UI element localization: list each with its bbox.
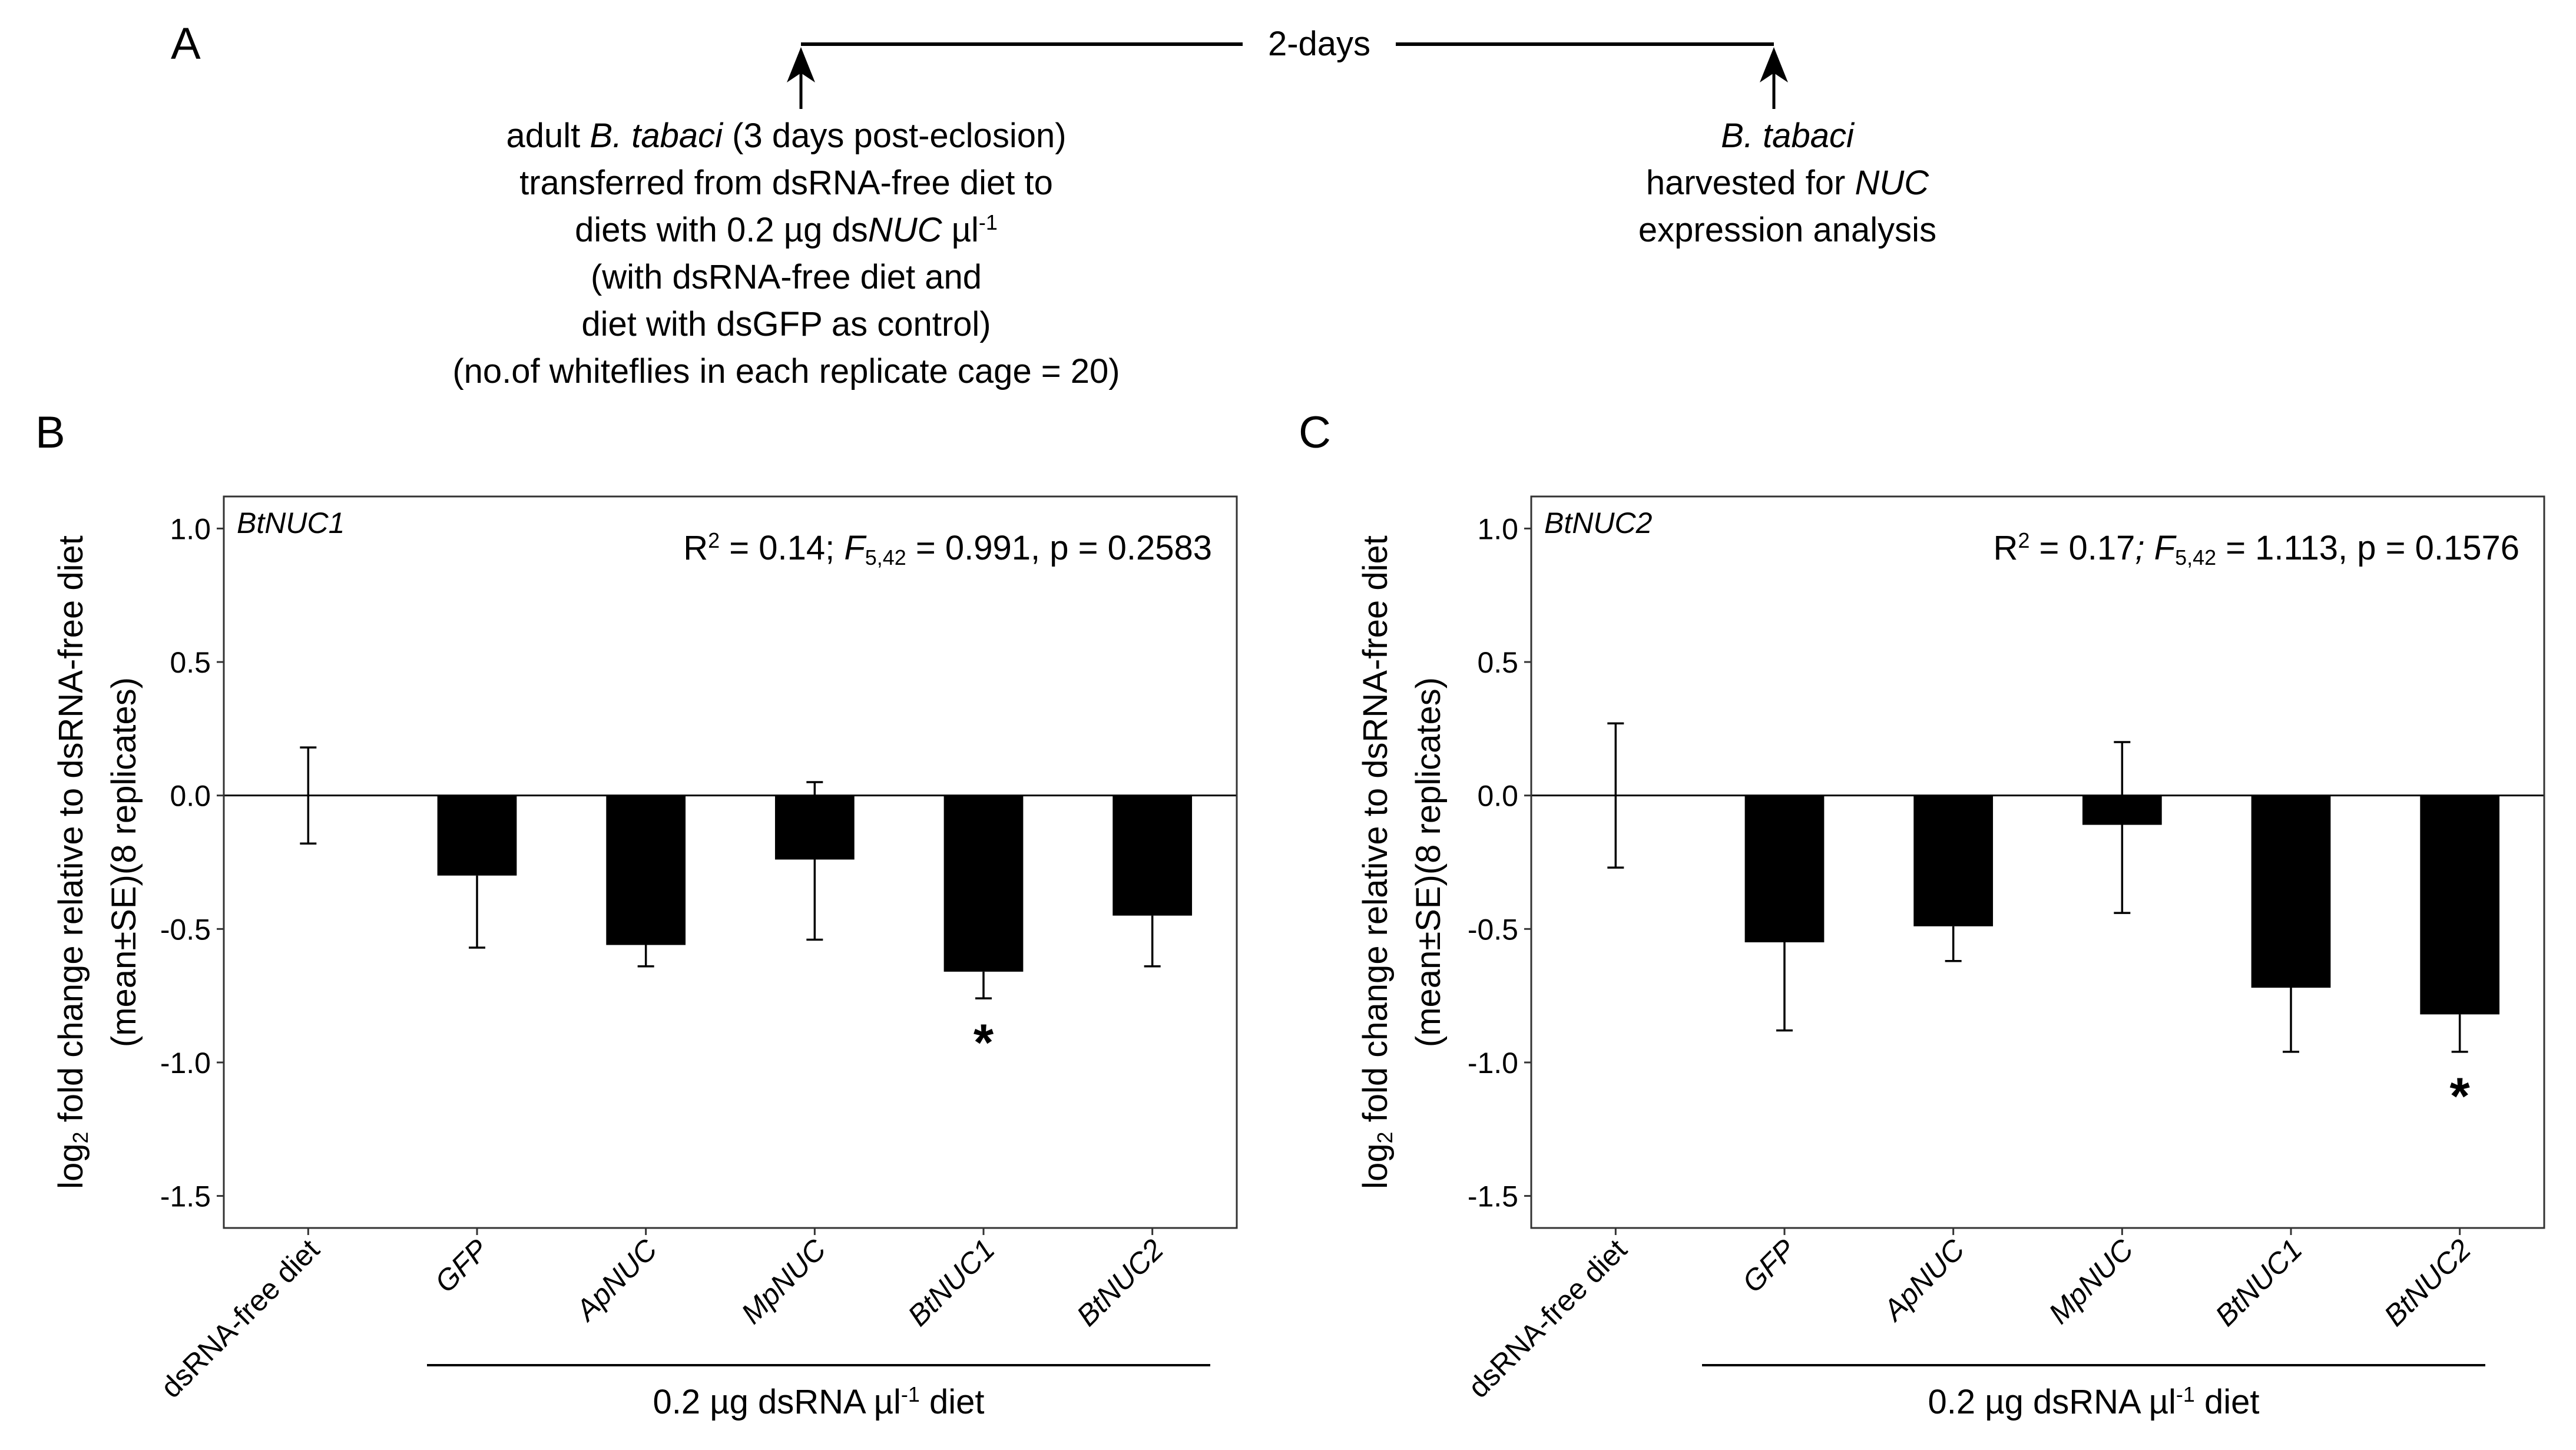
start-text-line: (no.of whiteflies in each replicate cage… (452, 352, 1120, 390)
error-bar-BtNUC1 (975, 971, 992, 999)
plot-frame (223, 495, 1238, 1229)
panel-letter-b: B (35, 408, 65, 458)
bar-BtNUC2 (1112, 795, 1193, 916)
error-bar-GFP (1776, 942, 1793, 1032)
x-category-label: MpNUC (2042, 1233, 2140, 1330)
bar-GFP (1744, 795, 1825, 942)
y-axis-label-line2: (mean±SE)(8 replicates) (1409, 677, 1448, 1047)
y-tick-label: 0.5 (1477, 646, 1518, 679)
stats-annotation: R2 = 0.14; F5,42 = 0.991, p = 0.2583 (683, 528, 1212, 570)
chart-panel-c: C * 1.0 0.5 0.0 -0.5 -1.0 -1.5 dsRNA-free diet GF… (1299, 408, 2545, 1421)
error-bar-GFP (469, 875, 485, 949)
start-text-line: diet with dsGFP as control) (581, 305, 991, 343)
x-category-label: ApNUC (568, 1233, 664, 1328)
y-axis-label: log2 fold change relative to dsRNA-free … (52, 535, 92, 1189)
end-text-line: harvested for NUC (1646, 164, 1929, 202)
start-text-line: diets with 0.2 µg dsNUC µl-1 (575, 210, 998, 249)
panel-letter-c: C (1299, 408, 1331, 458)
gene-tag: BtNUC2 (1544, 506, 1653, 539)
error-bar-BtNUC2 (2451, 1014, 2468, 1053)
group-label: 0.2 µg dsRNA µl-1 diet (1928, 1382, 2259, 1421)
x-category-label: dsRNA-free diet (1462, 1233, 1633, 1404)
end-text-line: expression analysis (1638, 211, 1936, 249)
y-tick-label: -1.5 (160, 1180, 211, 1213)
y-tick-label: 0.5 (170, 646, 211, 679)
end-text-line: B. tabaci (1721, 117, 1855, 155)
start-text-line: (with dsRNA-free diet and (591, 258, 982, 296)
x-category-label: GFP (1736, 1233, 1802, 1299)
y-tick-label: 0.0 (170, 780, 211, 813)
stats-annotation: R2 = 0.17; F5,42 = 1.113, p = 0.1576 (1994, 528, 2519, 570)
error-bar-ApNUC (1945, 926, 1962, 962)
x-category-label: BtNUC1 (2209, 1233, 2309, 1332)
plot-frame (1530, 495, 2545, 1229)
y-tick-label: -1.5 (1468, 1180, 1518, 1213)
y-tick-label: -1.0 (160, 1047, 211, 1080)
chart-panel-b: B * 1.0 0.5 0.0 -0.5 -1.0 -1.5 dsRNA-free diet GF… (35, 408, 1238, 1421)
y-tick-label: -1.0 (1468, 1047, 1518, 1080)
error-bar-dsRNA-free diet (300, 746, 317, 845)
end-description: B. tabaci harvested for NUC expression ana… (1638, 117, 1936, 249)
x-category-label: BtNUC2 (2378, 1233, 2477, 1332)
bar-BtNUC2 (2420, 795, 2500, 1015)
y-tick-label: 0.0 (1477, 780, 1518, 813)
error-bar-ApNUC (637, 945, 654, 968)
y-tick-label: -0.5 (160, 913, 211, 946)
x-category-label: MpNUC (735, 1233, 833, 1330)
bar-ApNUC (1913, 795, 1994, 926)
error-bar-MpNUC (806, 781, 823, 941)
y-axis-label-line2: (mean±SE)(8 replicates) (105, 677, 143, 1047)
error-bar-dsRNA-free diet (1607, 722, 1624, 869)
y-tick-label: 1.0 (1477, 512, 1518, 545)
panel-letter-a: A (171, 19, 201, 69)
x-category-label: dsRNA-free diet (154, 1233, 326, 1404)
error-bar-BtNUC1 (2283, 988, 2299, 1053)
bar-ApNUC (606, 795, 686, 945)
panel-a-timeline: A 2-days adult B. tabaci (3 days post-ec… (171, 19, 1936, 390)
group-label: 0.2 µg dsRNA µl-1 diet (653, 1382, 984, 1421)
bar-BtNUC1 (943, 795, 1024, 972)
y-tick-label: -0.5 (1468, 913, 1518, 946)
x-category-label: ApNUC (1876, 1233, 1971, 1328)
start-arrow-icon (787, 47, 815, 109)
x-category-label: BtNUC1 (902, 1233, 1001, 1332)
x-category-label: BtNUC2 (1070, 1233, 1170, 1332)
x-category-label: GFP (428, 1233, 495, 1299)
end-arrow-icon (1760, 47, 1788, 109)
start-text-line: adult B. tabaci (3 days post-eclosion) (506, 117, 1066, 155)
error-bar-BtNUC2 (1144, 915, 1161, 968)
gene-tag: BtNUC1 (237, 506, 345, 539)
y-tick-label: 1.0 (170, 512, 211, 545)
bar-BtNUC1 (2251, 795, 2331, 988)
error-bar-MpNUC (2114, 741, 2131, 914)
start-description: adult B. tabaci (3 days post-eclosion) tr… (452, 117, 1120, 390)
start-text-line: transferred from dsRNA-free diet to (519, 164, 1053, 202)
significance-star: * (2450, 1067, 2471, 1125)
y-axis-label: log2 fold change relative to dsRNA-free … (1356, 535, 1397, 1189)
bar-GFP (437, 795, 517, 876)
significance-star: * (974, 1013, 994, 1071)
duration-label: 2-days (1268, 25, 1370, 63)
